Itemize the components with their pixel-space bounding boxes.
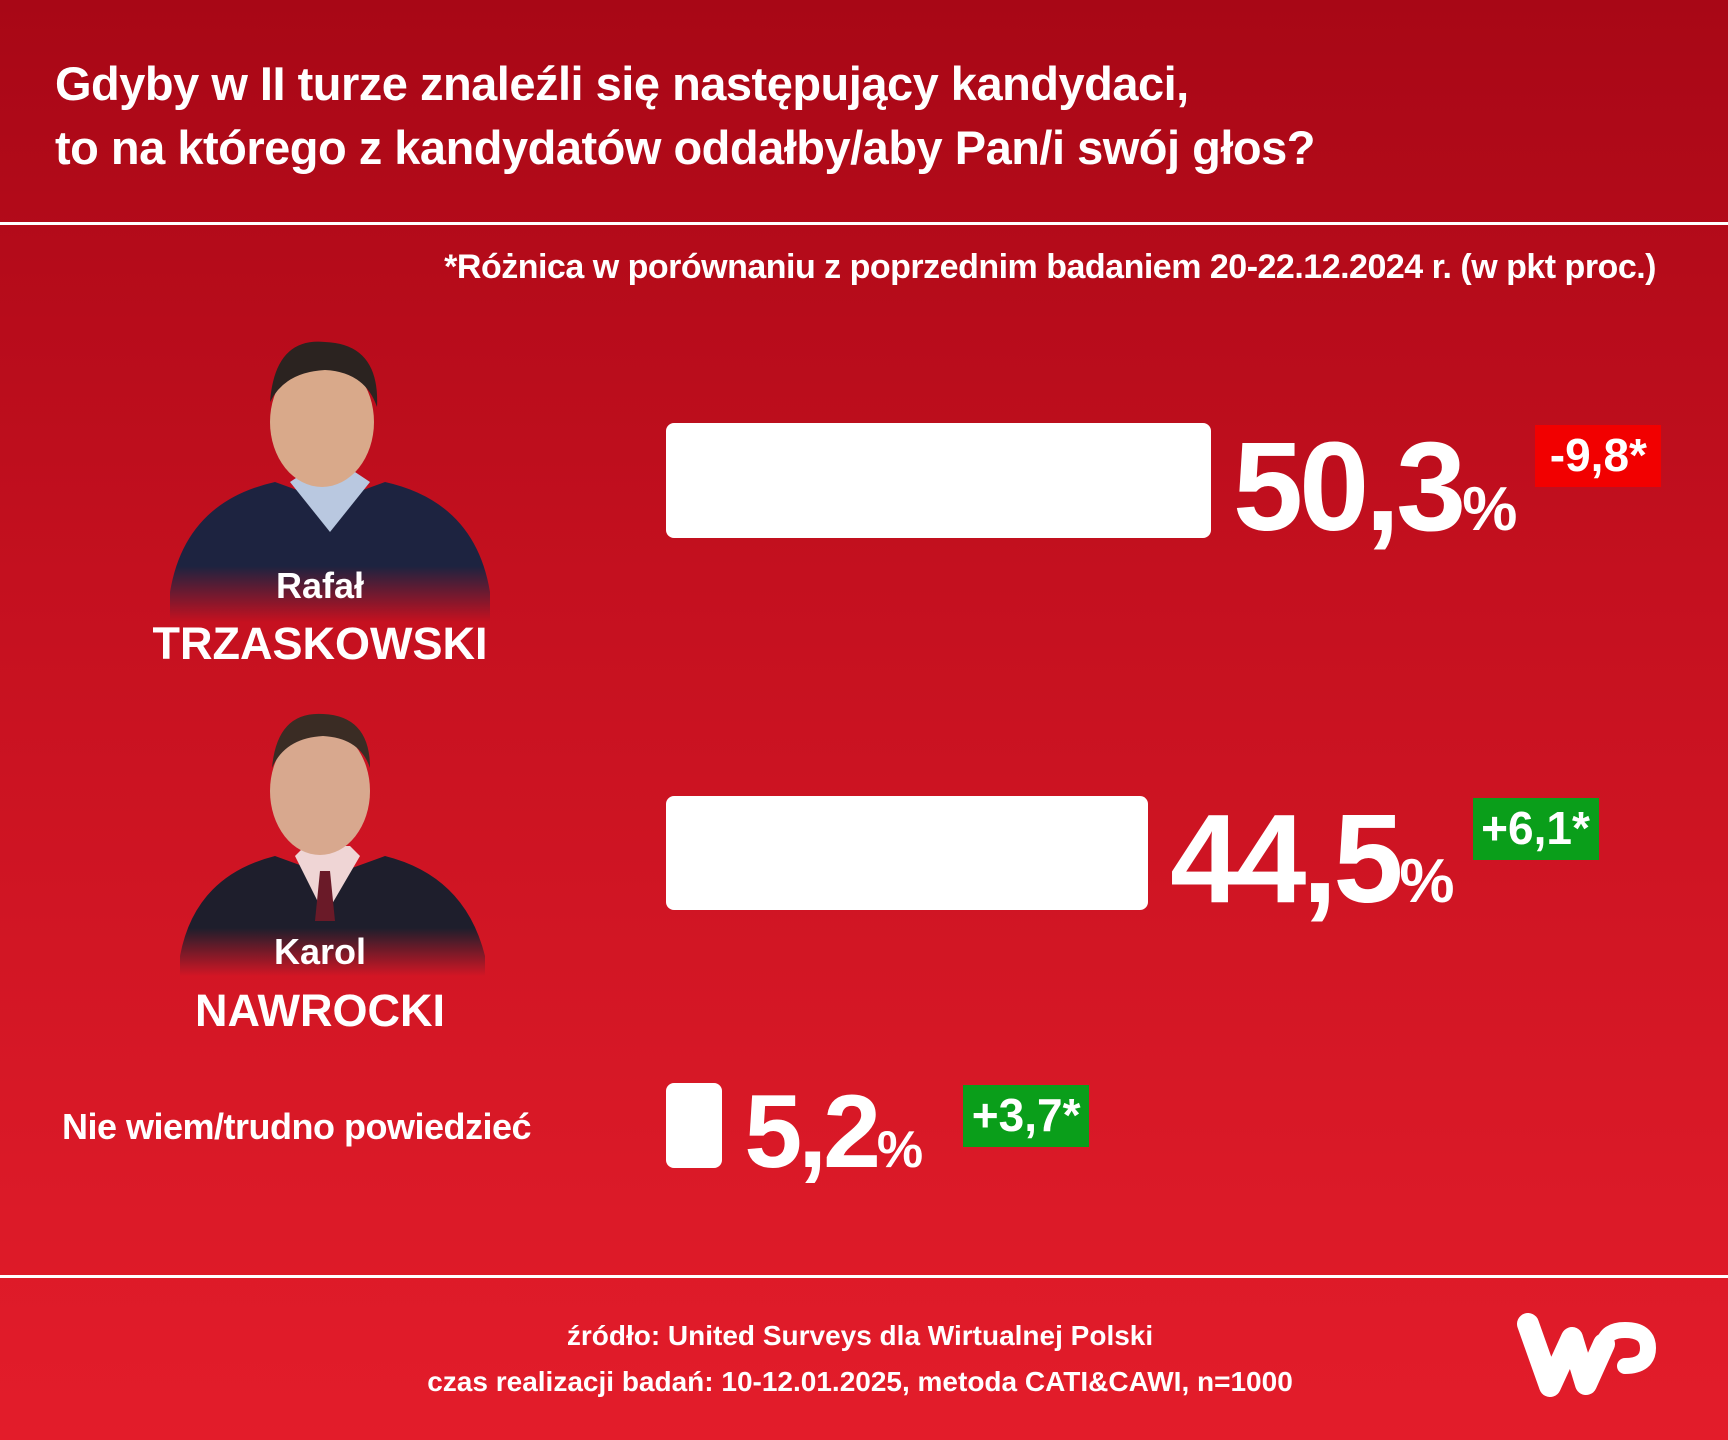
- footnote: *Różnica w porównaniu z poprzednim badan…: [444, 248, 1656, 286]
- title-line-2: to na którego z kandydatów oddałby/aby P…: [55, 121, 1315, 174]
- candidate-first-name: Rafał: [275, 565, 365, 606]
- candidate-first-name: Karol: [273, 931, 367, 972]
- change-badge: +6,1*: [1472, 798, 1599, 860]
- percent-sign: %: [1399, 847, 1455, 916]
- chart-title: Gdyby w II turze znaleźli się następując…: [55, 52, 1315, 180]
- candidate-photo-nawrocki: [180, 713, 485, 976]
- value-number: 5,2: [744, 1073, 881, 1190]
- value-label: 50,3%: [1233, 423, 1518, 550]
- wp-logo: [1517, 1313, 1657, 1397]
- undecided-label: Nie wiem/trudno powiedzieć: [62, 1106, 532, 1147]
- value-number: 44,5: [1170, 788, 1403, 929]
- change-badge: +3,7*: [963, 1085, 1090, 1147]
- percent-sign: %: [1462, 474, 1518, 544]
- method-text: czas realizacji badań: 10-12.01.2025, me…: [427, 1366, 1293, 1397]
- candidate-last-name: TRZASKOWSKI: [152, 618, 488, 669]
- candidate-photo-trzaskowski: [170, 341, 490, 622]
- value-number: 50,3: [1233, 415, 1466, 557]
- change-badge: -9,8*: [1535, 425, 1662, 487]
- candidate-last-name: NAWROCKI: [195, 985, 445, 1036]
- source-text: źródło: United Surveys dla Wirtualnej Po…: [566, 1320, 1154, 1351]
- divider: [0, 222, 1728, 225]
- bar: [666, 796, 1149, 910]
- percent-sign: %: [876, 1120, 924, 1179]
- title-line-1: Gdyby w II turze znaleźli się następując…: [55, 57, 1189, 110]
- divider: [0, 1275, 1728, 1278]
- value-label: 44,5%: [1170, 796, 1454, 922]
- bar: [666, 423, 1211, 538]
- bar: [666, 1083, 723, 1168]
- value-label: 5,2%: [744, 1080, 923, 1184]
